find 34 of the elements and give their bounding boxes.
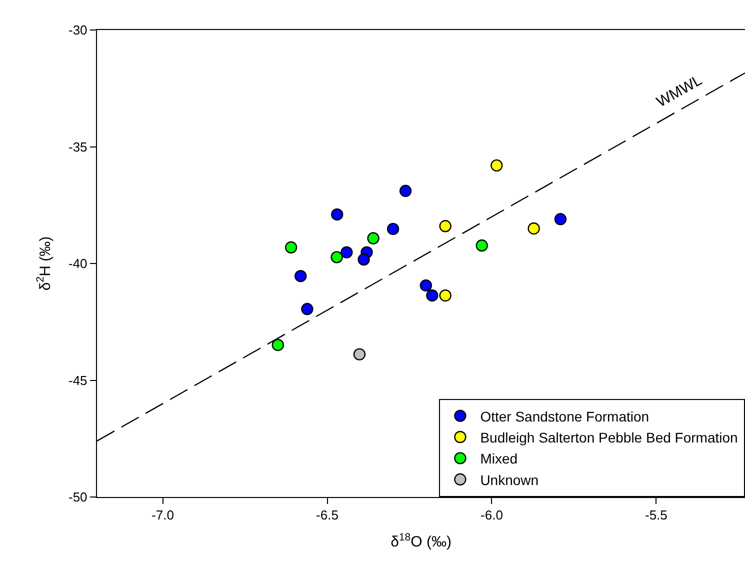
x-tick-label: -6.5 xyxy=(316,508,338,523)
y-tick-label: -50 xyxy=(68,490,88,505)
legend-label: Otter Sandstone Formation xyxy=(480,408,650,424)
x-tick-label: -6.0 xyxy=(480,508,503,523)
point xyxy=(554,213,567,226)
legend-label: Budleigh Salterton Pebble Bed Formation xyxy=(480,429,738,446)
point xyxy=(476,239,488,252)
point xyxy=(439,289,452,302)
point xyxy=(301,302,314,316)
point xyxy=(340,246,353,258)
legend-label: Mixed xyxy=(480,450,518,467)
point xyxy=(284,241,298,254)
x-tick-label: -7.0 xyxy=(152,508,174,523)
y-tick-label: -35 xyxy=(68,139,88,154)
y-tick-label: -30 xyxy=(68,22,88,38)
point xyxy=(490,159,503,172)
point xyxy=(353,348,366,360)
point xyxy=(439,220,452,232)
point xyxy=(420,279,432,292)
point xyxy=(399,184,412,197)
point xyxy=(331,208,344,221)
y-tick-label: -45 xyxy=(68,372,88,388)
point xyxy=(426,289,438,302)
point xyxy=(330,251,343,264)
y-tick-label: -40 xyxy=(68,256,88,272)
point xyxy=(272,338,284,352)
point xyxy=(367,232,380,244)
point xyxy=(294,270,307,282)
x-tick-label: -5.5 xyxy=(644,508,668,523)
point xyxy=(528,222,540,235)
point xyxy=(358,253,370,266)
point xyxy=(386,222,400,236)
x-axis-title: δ$^{18}$O (‰) xyxy=(390,531,452,551)
legend-label: Unknown xyxy=(480,472,539,488)
